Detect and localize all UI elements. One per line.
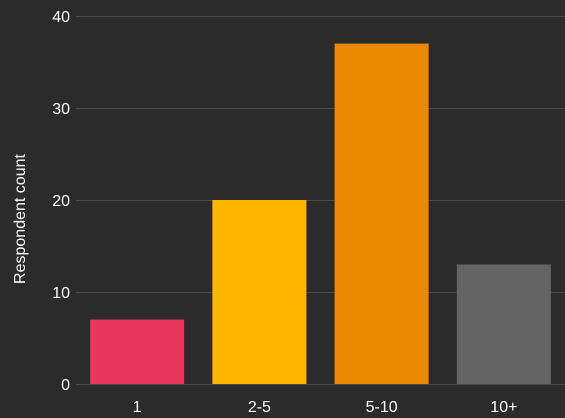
x-tick-labels: 1 2-5 5-10 10+ <box>133 399 518 416</box>
bar-10+ <box>456 264 551 384</box>
y-tick-label: 40 <box>52 9 70 26</box>
y-tick-label: 10 <box>52 285 70 302</box>
x-tick-label: 5-10 <box>366 399 398 416</box>
bar-2-5 <box>212 200 307 384</box>
y-tick-labels: 0 10 20 30 40 <box>52 9 70 394</box>
x-tick-label: 10+ <box>490 399 517 416</box>
bar-5-10 <box>334 43 429 384</box>
y-tick-label: 0 <box>61 377 70 394</box>
y-axis-label: Respondent count <box>12 154 29 284</box>
y-tick-label: 20 <box>52 193 70 210</box>
y-tick-label: 30 <box>52 101 70 118</box>
bars <box>90 43 551 384</box>
x-tick-label: 1 <box>133 399 142 416</box>
bar-1 <box>90 319 185 384</box>
x-tick-label: 2-5 <box>248 399 271 416</box>
